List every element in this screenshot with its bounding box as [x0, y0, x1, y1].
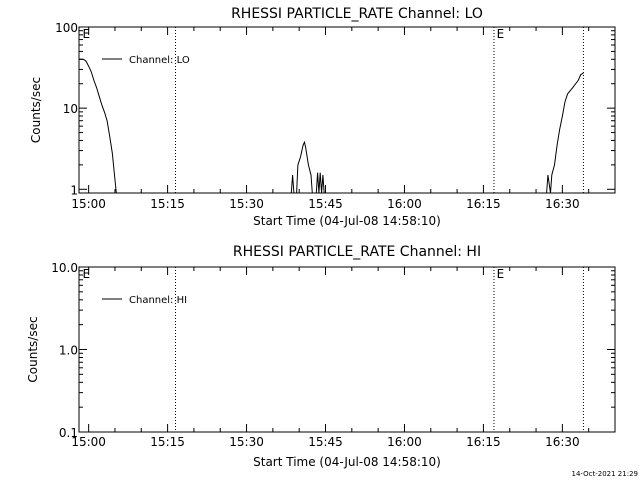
- x-tick-label: 16:30: [545, 435, 580, 449]
- y-tick-label: 0.1: [59, 426, 78, 440]
- series-line-Channel: LO: [290, 174, 295, 193]
- x-tick-label: 15:30: [229, 435, 264, 449]
- x-tick-label: 16:00: [387, 435, 422, 449]
- x-tick-label: 15:15: [150, 435, 185, 449]
- series-line-Channel: LO: [546, 72, 584, 193]
- chart-panel-lo: RHESSI PARTICLE_RATE Channel: LO 15:00 15:…: [29, 6, 616, 228]
- y-axis-label: Counts/sec: [26, 316, 40, 382]
- legend-label: Channel: LO: [129, 55, 190, 66]
- plot-frame: [78, 266, 616, 433]
- event-marker-label: E: [497, 27, 505, 41]
- series-line-Channel: LO: [79, 58, 117, 193]
- legend-label: Channel: HI: [129, 295, 187, 306]
- event-marker-label: E: [83, 27, 91, 41]
- x-tick-label: 15:45: [308, 197, 343, 211]
- y-tick-label: 1: [70, 183, 78, 197]
- event-marker-label: E: [497, 267, 505, 281]
- plot-frame: [78, 26, 616, 194]
- chart-title: RHESSI PARTICLE_RATE Channel: HI: [233, 244, 481, 260]
- x-tick-label: 16:30: [545, 197, 580, 211]
- x-axis-label: Start Time (04-Jul-08 14:58:10): [253, 455, 441, 469]
- series-line-Channel: LO: [296, 140, 313, 193]
- event-marker-label: E: [83, 267, 91, 281]
- x-axis-label: Start Time (04-Jul-08 14:58:10): [253, 214, 441, 228]
- x-tick-label: 15:45: [308, 435, 343, 449]
- x-tick-label: 15:00: [71, 435, 106, 449]
- y-tick-label: 1.0: [59, 344, 78, 358]
- y-axis-label: Counts/sec: [29, 77, 43, 143]
- x-tick-label: 15:30: [229, 197, 264, 211]
- y-tick-label: 10: [63, 102, 78, 116]
- x-tick-label: 16:15: [466, 197, 501, 211]
- chart-panel-hi: RHESSI PARTICLE_RATE Channel: HI 15:00 15:…: [26, 244, 616, 469]
- x-tick-label: 16:15: [466, 435, 501, 449]
- y-tick-label: 100: [55, 21, 78, 35]
- plot-timestamp: 14-Oct-2021 21:29: [572, 470, 638, 478]
- x-tick-label: 15:15: [150, 197, 185, 211]
- x-tick-label: 16:00: [387, 197, 422, 211]
- x-tick-label: 15:00: [71, 197, 106, 211]
- chart-title: RHESSI PARTICLE_RATE Channel: LO: [231, 6, 483, 22]
- y-tick-label: 10.0: [51, 261, 78, 275]
- series-line-Channel: LO: [315, 172, 325, 193]
